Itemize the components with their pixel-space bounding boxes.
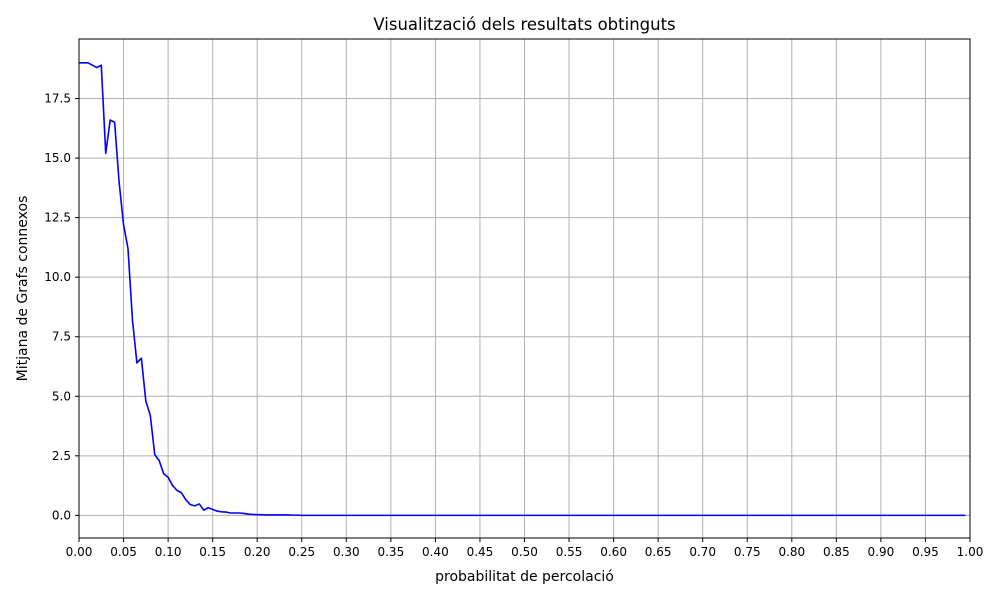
x-tick-label: 0.05 [110, 545, 137, 559]
x-tick-label: 0.45 [467, 545, 494, 559]
x-gridlines [78, 39, 971, 538]
x-tick-label: 0.15 [199, 545, 226, 559]
x-tick-label: 0.35 [377, 545, 404, 559]
chart-title: Visualització dels resultats obtinguts [373, 15, 675, 34]
x-tick-label: 0.95 [912, 545, 939, 559]
x-axis: 0.00 0.05 0.10 0.15 0.20 0.25 0.30 0.35 0.40 0.45… [66, 538, 984, 559]
y-tick-label: 10.0 [44, 270, 71, 284]
x-tick-label: 0.90 [868, 545, 895, 559]
y-tick-label: 15.0 [44, 151, 71, 165]
x-tick-label: 1.00 [957, 545, 984, 559]
y-tick-label: 7.5 [52, 330, 71, 344]
series-layer [79, 62, 966, 517]
x-axis-label: probabilitat de percolació [435, 569, 614, 585]
x-tick-label: 0.00 [66, 545, 93, 559]
y-axis: 0.0 2.5 5.0 7.5 10.0 12.5 15.0 17.5 [44, 92, 79, 522]
x-tick-label: 0.50 [511, 545, 538, 559]
x-tick-label: 0.80 [778, 545, 805, 559]
x-tick-label: 0.85 [823, 545, 850, 559]
y-tick-label: 0.0 [52, 508, 71, 522]
series-line [79, 62, 966, 517]
x-tick-label: 0.65 [645, 545, 672, 559]
x-tick-label: 0.10 [155, 545, 182, 559]
x-tick-label: 0.40 [422, 545, 449, 559]
x-tick-label: 0.20 [244, 545, 271, 559]
y-tick-label: 5.0 [52, 389, 71, 403]
y-tick-label: 12.5 [44, 211, 71, 225]
x-tick-label: 0.55 [556, 545, 583, 559]
y-tick-label: 17.5 [44, 92, 71, 106]
x-tick-label: 0.70 [689, 545, 716, 559]
x-tick-label: 0.30 [333, 545, 360, 559]
y-axis-label: Mitjana de Grafs connexos [15, 196, 31, 382]
x-tick-label: 0.25 [288, 545, 315, 559]
x-tick-label: 0.75 [734, 545, 761, 559]
x-tick-label: 0.60 [600, 545, 627, 559]
y-tick-label: 2.5 [52, 449, 71, 463]
